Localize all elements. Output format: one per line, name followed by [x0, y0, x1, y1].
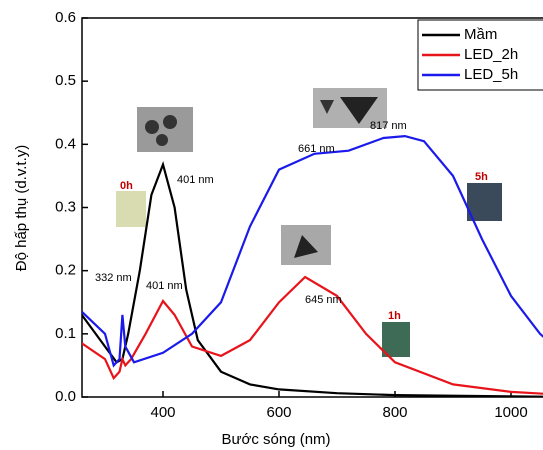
vial-image — [116, 191, 146, 227]
x-tick-label: 400 — [150, 404, 175, 421]
annotation: 401 nm — [177, 174, 214, 186]
y-tick-label: 0.2 — [55, 262, 76, 279]
legend-label: LED_5h — [464, 66, 518, 83]
legend-box — [417, 19, 543, 91]
y-tick-label: 0.6 — [55, 9, 76, 26]
annotation: 401 nm — [146, 280, 183, 292]
y-tick-label: 0.3 — [55, 198, 76, 215]
legend-label: LED_2h — [464, 46, 518, 63]
annotation: 1h — [388, 310, 401, 322]
y-tick-label: 0.1 — [55, 325, 76, 342]
series-line — [82, 134, 543, 368]
annotation: 0h — [120, 180, 133, 192]
tem-image — [137, 107, 193, 152]
vial-image — [382, 322, 410, 357]
x-tick-label: 1000 — [494, 404, 527, 421]
annotation: 661 nm — [298, 143, 335, 155]
particle — [340, 97, 378, 124]
annotation: 817 nm — [370, 120, 407, 132]
y-tick-label: 0.0 — [55, 388, 76, 405]
y-axis-label: Độ hấp thụ (d.v.t.y) — [13, 145, 30, 271]
x-axis-label: Bước sóng (nm) — [221, 431, 330, 448]
vial-image — [467, 183, 502, 221]
particle — [163, 115, 177, 129]
annotation: 332 nm — [95, 272, 132, 284]
x-tick-label: 600 — [266, 404, 291, 421]
x-tick-label: 800 — [382, 404, 407, 421]
particle — [294, 235, 318, 258]
plot-lines — [82, 134, 543, 397]
legend-label: Mầm — [464, 26, 497, 43]
inset-images — [116, 88, 502, 357]
annotation: 5h — [475, 171, 488, 183]
series-line — [82, 275, 543, 395]
y-tick-label: 0.5 — [55, 72, 76, 89]
annotation: 645 nm — [305, 294, 342, 306]
particle — [145, 120, 159, 134]
particle — [320, 100, 334, 114]
y-tick-label: 0.4 — [55, 135, 76, 152]
particle — [156, 134, 168, 146]
